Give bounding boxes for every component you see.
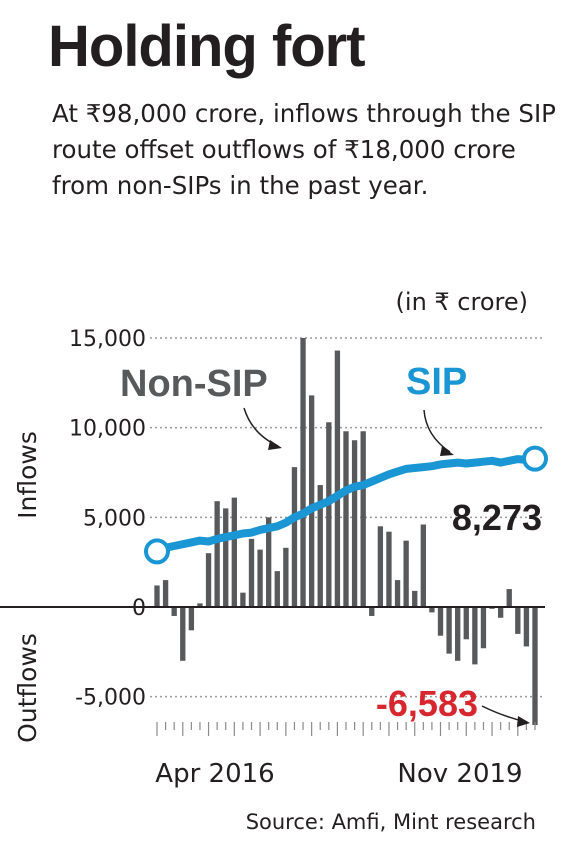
non-sip-bar	[317, 485, 323, 607]
chart-subtitle: At ₹98,000 crore, inflows through the SI…	[52, 99, 556, 200]
non-sip-bar	[291, 467, 298, 607]
sip-arrow	[423, 409, 451, 453]
sip-series-label: SIP	[406, 361, 467, 403]
non-sip-bar	[523, 607, 530, 647]
y-tick-label: 0	[132, 596, 146, 621]
non-sip-bar	[463, 607, 469, 640]
non-sip-bar	[197, 603, 203, 607]
chart: 15,000 10,000 5,000 0 -5,000 Inflows Outflow…	[0, 327, 548, 789]
y-axis-labels: 15,000 10,000 5,000 0 -5,000	[69, 327, 146, 711]
x-label-end: Nov 2019	[397, 759, 522, 789]
non-sip-bar	[326, 422, 332, 607]
sip-start-marker	[144, 538, 170, 565]
non-sip-bar	[532, 607, 538, 726]
non-sip-bar	[205, 553, 212, 607]
non-sip-bars	[154, 338, 538, 726]
non-sip-min-value-label: -6,583	[376, 683, 478, 724]
min-arrowhead	[517, 716, 530, 727]
y-tick-label: -5,000	[75, 686, 146, 711]
non-sip-bar	[515, 607, 521, 634]
non-sip-bar	[162, 580, 169, 607]
non-sip-arrowhead	[268, 440, 282, 450]
sip-last-value-label: 8,273	[452, 497, 542, 538]
non-sip-bar	[472, 607, 478, 665]
sip-end-marker	[522, 445, 548, 472]
non-sip-bar	[403, 540, 409, 607]
non-sip-bar	[480, 607, 487, 649]
non-sip-bar	[420, 524, 426, 607]
non-sip-bar	[506, 589, 512, 607]
non-sip-bar	[223, 508, 229, 607]
non-sip-bar	[180, 607, 186, 661]
non-sip-bar	[231, 497, 237, 607]
non-sip-bar	[437, 607, 444, 636]
non-sip-bar	[283, 547, 289, 607]
non-sip-series-label: Non-SIP	[120, 363, 268, 405]
non-sip-bar	[274, 571, 280, 607]
non-sip-bar	[171, 607, 177, 616]
non-sip-bar	[446, 607, 452, 654]
page-title: Holding fort	[48, 14, 366, 79]
non-sip-bar	[308, 395, 315, 607]
inflows-label: Inflows	[13, 431, 42, 519]
source-note: Source: Amfi, Mint research	[245, 810, 536, 834]
non-sip-bar	[455, 607, 461, 661]
non-sip-bar	[386, 531, 392, 607]
outflows-label: Outflows	[13, 633, 42, 743]
non-sip-bar	[188, 607, 195, 631]
sip-arrowhead	[440, 446, 454, 456]
sip-series-line	[153, 454, 539, 556]
non-sip-bar	[300, 338, 306, 607]
non-sip-bar	[214, 501, 220, 607]
non-sip-bar	[343, 431, 349, 607]
non-sip-bar	[257, 549, 263, 607]
non-sip-bar	[429, 607, 435, 613]
non-sip-bar	[394, 580, 401, 607]
non-sip-bar	[334, 350, 341, 607]
non-sip-bar	[240, 592, 246, 607]
x-axis-ticks	[156, 722, 536, 736]
non-sip-bar	[154, 585, 160, 607]
non-sip-bar	[377, 526, 384, 607]
y-tick-label: 5,000	[83, 506, 146, 531]
non-sip-bar	[360, 431, 366, 607]
non-sip-bar	[497, 607, 504, 618]
non-sip-bar	[351, 440, 358, 607]
non-sip-bar	[248, 538, 255, 607]
non-sip-bar	[412, 590, 418, 607]
x-label-start: Apr 2016	[155, 759, 274, 789]
non-sip-bar	[266, 517, 272, 607]
y-tick-label: 15,000	[69, 327, 146, 352]
y-tick-label: 10,000	[69, 417, 146, 442]
unit-label: (in ₹ crore)	[395, 288, 528, 316]
non-sip-bar	[369, 607, 375, 616]
